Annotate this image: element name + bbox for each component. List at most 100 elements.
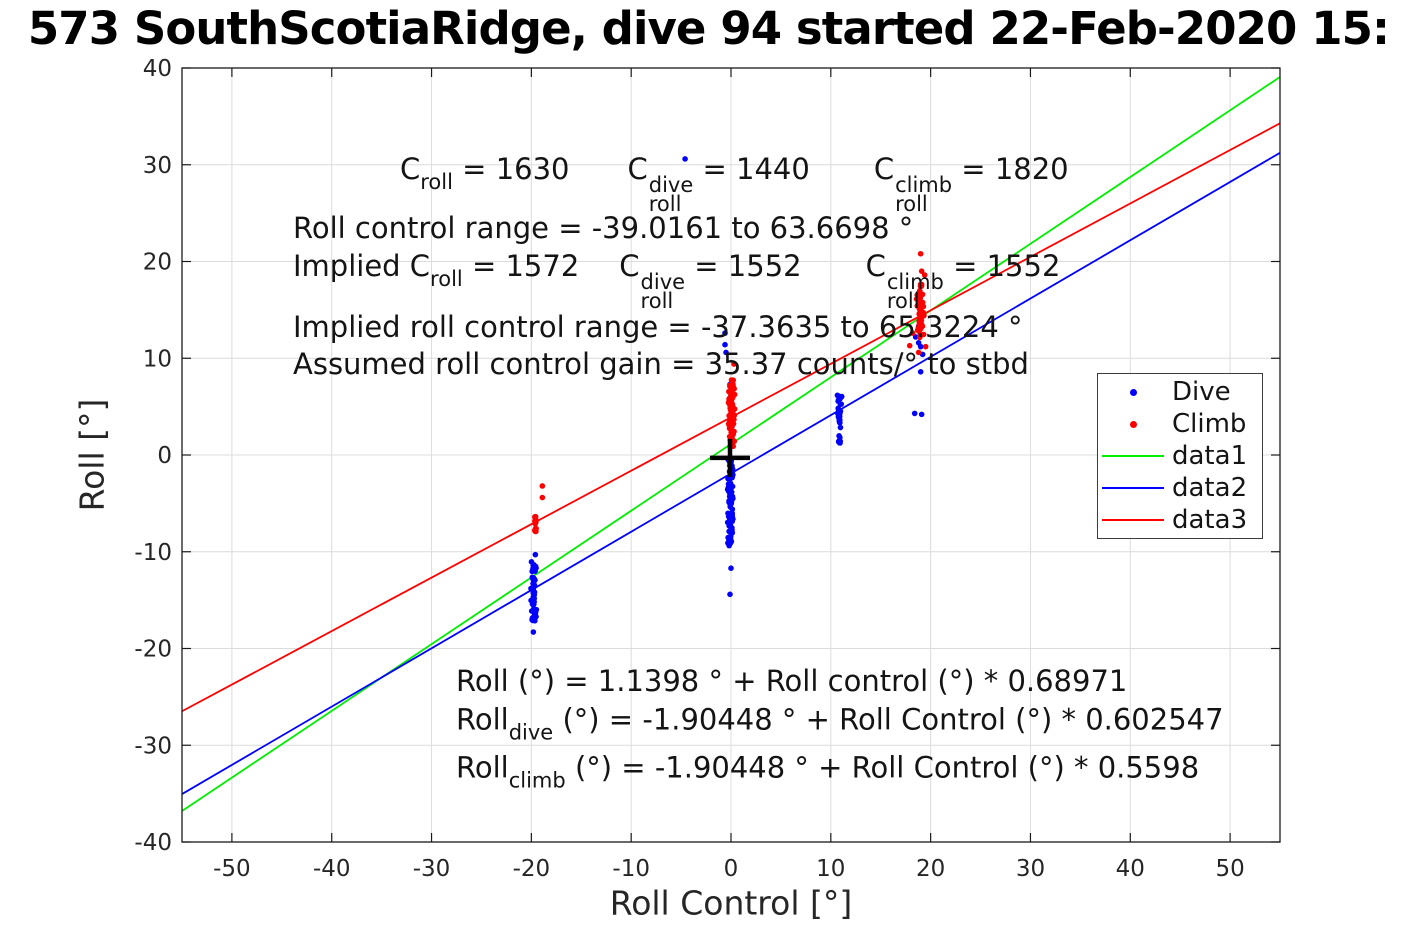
dive-data-point	[837, 424, 844, 431]
legend-entry-data2: data2	[1098, 472, 1262, 504]
y-tick-label: 20	[143, 250, 172, 276]
annotation-text: C	[627, 152, 648, 186]
x-axis-label: Roll Control [°]	[609, 883, 853, 923]
dive-data-point	[531, 563, 537, 570]
dive-data-point	[682, 156, 688, 162]
annotation-subscript: climb	[508, 768, 566, 793]
x-tick-label: 50	[1215, 856, 1244, 882]
legend-entry-dive: Dive	[1098, 376, 1262, 408]
annotation-gap	[570, 178, 628, 179]
climb-data-point	[918, 321, 925, 328]
annotation-superscript: dive	[640, 270, 686, 294]
climb-data-point	[533, 528, 539, 535]
annotation-superscript: climb	[886, 270, 944, 294]
annotation-supersubscript: climb roll	[894, 173, 953, 215]
climb-data-point	[916, 291, 923, 298]
climb-data-point	[918, 268, 925, 274]
annotation-subscript: roll	[886, 289, 920, 313]
annotation-line-7: Rolldive (°) = -1.90448 ° + Roll Control…	[456, 703, 1224, 750]
annotation-text: Roll	[456, 750, 509, 785]
dive-data-point	[726, 498, 732, 504]
x-tick-label: 30	[1016, 856, 1045, 882]
data3-line-marker-icon	[1102, 519, 1164, 521]
x-tick-label: -40	[313, 856, 351, 882]
y-tick-label: 30	[143, 153, 172, 179]
annotation-gap	[802, 275, 866, 276]
annotation-text: C	[619, 249, 640, 283]
annotation-line-4: Implied roll control range = -37.3635 to…	[293, 310, 1023, 344]
annotation-subscript: roll	[430, 267, 463, 291]
dive-data-point	[530, 576, 536, 583]
climb-data-point	[728, 382, 734, 388]
y-tick-label: 10	[143, 346, 172, 372]
legend-marker-cell	[1098, 388, 1168, 396]
dive-data-point	[723, 349, 729, 356]
climb-scatter	[531, 250, 929, 535]
annotation-supersubscript: dive roll	[640, 270, 686, 313]
climb-data-point	[729, 429, 736, 436]
climb-data-point	[917, 331, 924, 338]
legend-label: data3	[1172, 505, 1248, 535]
climb-data-point	[917, 281, 924, 288]
climb-data-point	[731, 361, 737, 367]
annotation-text: = 1440	[693, 152, 810, 186]
dive-data-point	[918, 411, 925, 418]
climb-dot-marker-icon	[1129, 420, 1137, 428]
x-tick-label: -10	[612, 856, 650, 882]
annotation-text: (°) = -1.90448 ° + Roll Control (°) * 0.…	[553, 702, 1224, 737]
y-tick-label: 0	[157, 443, 172, 469]
dive-data-point	[727, 591, 733, 598]
annotation-superscript: climb	[895, 173, 953, 197]
climb-data-point	[906, 342, 913, 349]
dive-data-point	[917, 343, 924, 350]
dive-data-point	[728, 484, 734, 491]
dive-scatter	[528, 156, 926, 635]
climb-data-point	[915, 325, 922, 332]
climb-data-point	[917, 309, 923, 316]
legend-label: Dive	[1172, 377, 1231, 407]
dive-data-point	[727, 533, 734, 540]
annotation-subscript: roll	[420, 170, 453, 194]
annotation-gap	[810, 178, 874, 179]
annotation-text: = 1552	[685, 249, 802, 283]
climb-data-point	[532, 513, 539, 520]
dive-data-point	[729, 518, 736, 525]
data2-line-marker-icon	[1102, 487, 1164, 489]
climb-data-point	[533, 519, 539, 525]
climb-data-point	[729, 403, 736, 410]
climb-data-point	[921, 272, 928, 278]
annotation-subscript: roll	[640, 289, 674, 313]
climb-data-point	[729, 413, 736, 420]
dive-data-point	[530, 629, 537, 635]
dive-data-point	[729, 510, 736, 517]
legend-label: data1	[1172, 441, 1248, 471]
annotation-gap	[579, 275, 619, 276]
legend-label: Climb	[1172, 409, 1247, 439]
legend-label: data2	[1172, 473, 1248, 503]
annotation-text: = 1572	[462, 249, 580, 283]
dive-data-point	[729, 527, 735, 534]
climb-data-point	[728, 377, 735, 384]
annotation-superscript: dive	[648, 173, 694, 197]
dive-data-point	[532, 568, 538, 574]
y-axis-label: Roll [°]	[72, 398, 112, 512]
climb-data-point	[922, 343, 929, 350]
dive-data-point	[728, 565, 734, 571]
dive-data-point	[912, 334, 919, 340]
annotation-text: = 1630	[452, 152, 570, 186]
x-tick-label: 20	[916, 856, 945, 882]
annotation-text: = 1552	[943, 249, 1061, 283]
y-tick-label: 40	[143, 56, 172, 82]
dive-data-point	[528, 559, 535, 565]
legend-marker-cell	[1098, 519, 1168, 521]
legend-marker-cell	[1098, 455, 1168, 457]
dive-data-point	[836, 393, 843, 400]
annotation-supersubscript: dive roll	[648, 173, 694, 215]
x-tick-label: -20	[513, 856, 551, 882]
climb-data-point	[909, 330, 916, 336]
annotation-supersubscript: climb roll	[886, 270, 944, 313]
legend-marker-cell	[1098, 420, 1168, 428]
legend-entry-data3: data3	[1098, 504, 1262, 536]
